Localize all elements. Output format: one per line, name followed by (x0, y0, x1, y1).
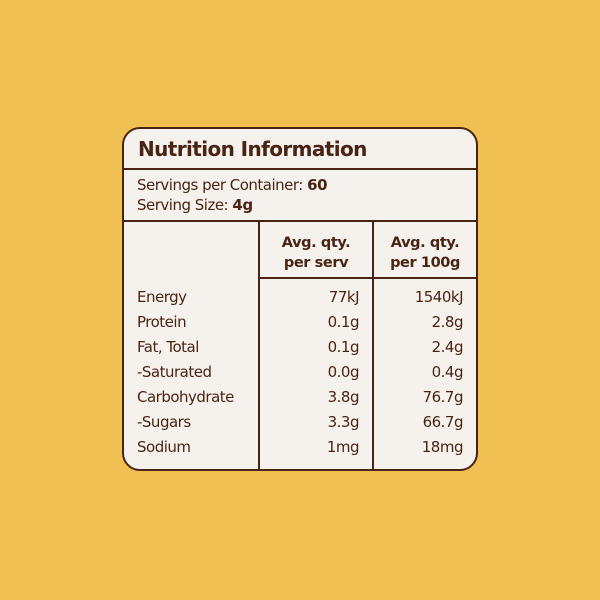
value-per-serv: 3.8g (327, 388, 360, 406)
value-per-100g: 2.8g (431, 313, 464, 331)
nutrient-name: -Saturated (137, 363, 212, 381)
nutrient-name: Fat, Total (137, 338, 199, 356)
value-per-serv: 0.0g (327, 363, 360, 381)
column-divider (372, 220, 374, 469)
value-per-100g: 66.7g (422, 413, 464, 431)
nutrition-panel: Nutrition Information Servings per Conta… (122, 127, 478, 471)
divider (124, 168, 476, 170)
nutrient-row: Sodium 1mg 18mg (124, 435, 476, 460)
value-per-100g: 0.4g (431, 363, 464, 381)
nutrient-row: Protein 0.1g 2.8g (124, 310, 476, 335)
column-divider (258, 220, 260, 469)
nutrient-row: Fat, Total 0.1g 2.4g (124, 335, 476, 360)
value-per-100g: 18mg (421, 438, 464, 456)
serving-size: Serving Size: 4g (137, 196, 253, 214)
value-per-serv: 0.1g (327, 313, 360, 331)
value-per-serv: 77kJ (328, 288, 360, 306)
column-header-per-serv: Avg. qty. per serv (281, 235, 351, 271)
nutrient-row: -Saturated 0.0g 0.4g (124, 360, 476, 385)
header-divider (258, 277, 476, 279)
nutrient-name: Sodium (137, 438, 191, 456)
value-per-100g: 2.4g (431, 338, 464, 356)
panel-title: Nutrition Information (138, 137, 367, 161)
servings-per-container: Servings per Container: 60 (137, 176, 328, 194)
nutrient-name: Protein (137, 313, 187, 331)
divider (124, 220, 476, 222)
value-per-serv: 0.1g (327, 338, 360, 356)
nutrient-row: Energy 77kJ 1540kJ (124, 285, 476, 310)
value-per-100g: 1540kJ (414, 288, 464, 306)
value-per-serv: 1mg (326, 438, 360, 456)
column-header-per-100g: Avg. qty. per 100g (390, 235, 460, 271)
nutrient-name: -Sugars (137, 413, 191, 431)
value-per-100g: 76.7g (422, 388, 464, 406)
nutrient-row: -Sugars 3.3g 66.7g (124, 410, 476, 435)
nutrient-row: Carbohydrate 3.8g 76.7g (124, 385, 476, 410)
nutrient-name: Carbohydrate (137, 388, 234, 406)
nutrient-name: Energy (137, 288, 187, 306)
value-per-serv: 3.3g (327, 413, 360, 431)
